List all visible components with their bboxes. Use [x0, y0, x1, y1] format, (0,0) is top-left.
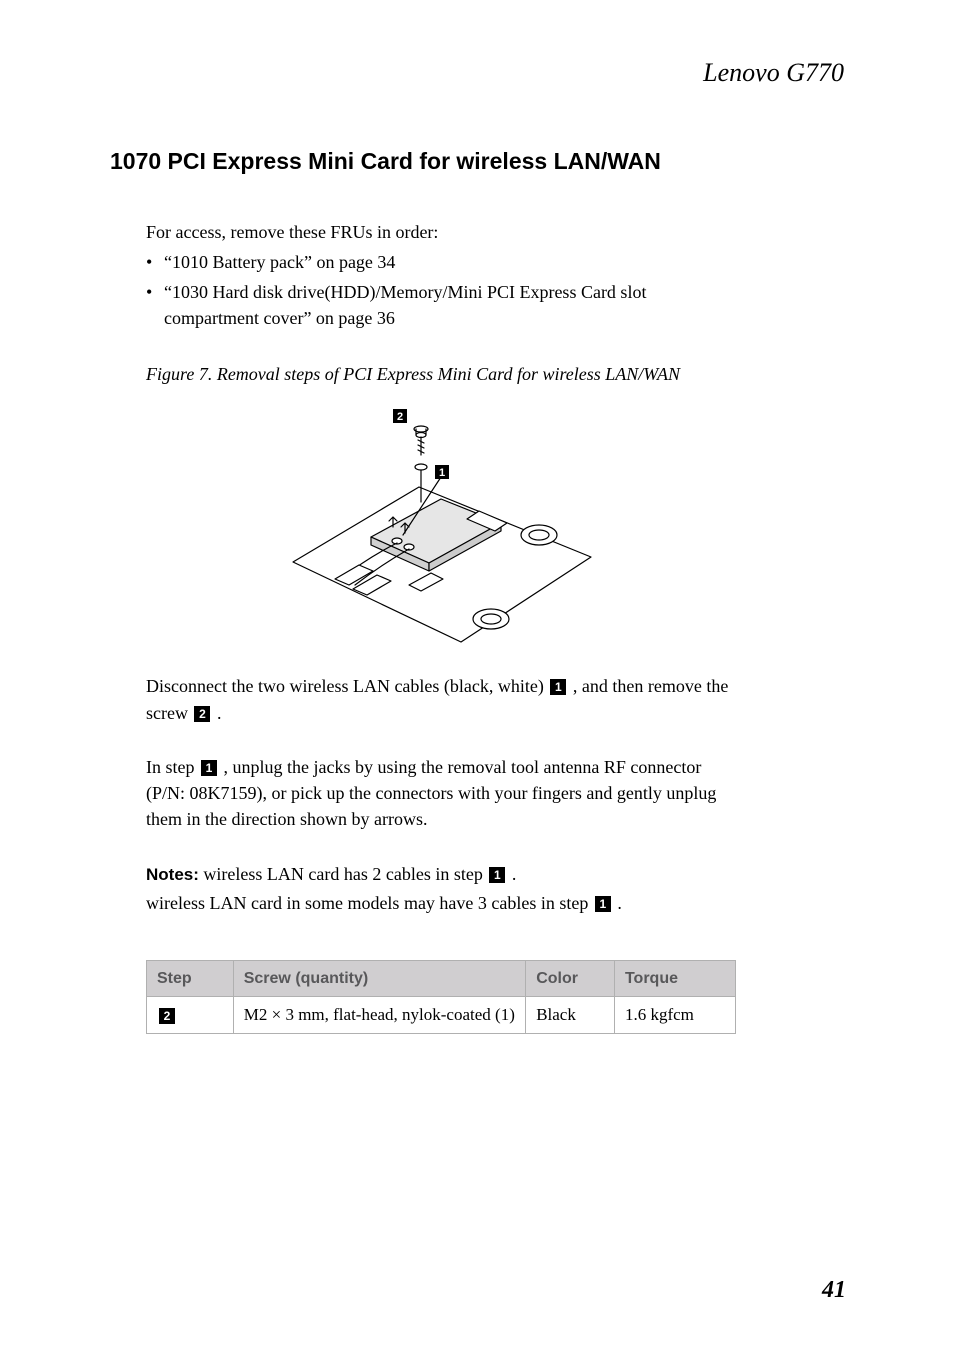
diagram-callout-1: 1: [439, 467, 445, 479]
text-run: Disconnect the two wireless LAN cables (…: [146, 676, 548, 696]
diagram-callout-2: 2: [397, 411, 403, 423]
callout-badge: 2: [159, 1008, 175, 1024]
running-header: Lenovo G770: [110, 58, 844, 88]
unplug-paragraph: In step 1 , unplug the jacks by using th…: [146, 754, 736, 832]
content-column: For access, remove these FRUs in order: …: [146, 219, 736, 1034]
table-row: 2 M2 × 3 mm, flat-head, nylok-coated (1)…: [147, 996, 736, 1034]
fru-intro: For access, remove these FRUs in order:: [146, 219, 736, 245]
cell-torque: 1.6 kgfcm: [614, 996, 735, 1034]
fru-list: “1010 Battery pack” on page 34 “1030 Har…: [146, 249, 736, 331]
callout-badge: 1: [550, 679, 566, 695]
col-step: Step: [147, 960, 234, 996]
diagram-wrap: 2 1: [146, 407, 736, 657]
callout-badge: 1: [595, 896, 611, 912]
text-run: wireless LAN card has 2 cables in step: [199, 864, 487, 884]
text-run: .: [613, 893, 622, 913]
notes-block: Notes: wireless LAN card has 2 cables in…: [146, 860, 736, 918]
figure-caption: Figure 7. Removal steps of PCI Express M…: [146, 361, 736, 387]
page-number: 41: [822, 1277, 846, 1304]
text-run: wireless LAN card in some models may hav…: [146, 893, 593, 913]
disconnect-paragraph: Disconnect the two wireless LAN cables (…: [146, 673, 736, 725]
cell-step: 2: [147, 996, 234, 1034]
text-run: .: [212, 703, 221, 723]
text-run: In step: [146, 757, 199, 777]
text-run: .: [507, 864, 516, 884]
fru-item: “1030 Hard disk drive(HDD)/Memory/Mini P…: [146, 279, 736, 331]
removal-diagram: 2 1: [281, 407, 601, 657]
fru-item: “1010 Battery pack” on page 34: [146, 249, 736, 275]
text-run: , unplug the jacks by using the removal …: [146, 757, 716, 829]
callout-badge: 1: [201, 760, 217, 776]
cell-color: Black: [526, 996, 615, 1034]
section-heading: 1070 PCI Express Mini Card for wireless …: [110, 148, 844, 175]
col-screw: Screw (quantity): [233, 960, 525, 996]
notes-label: Notes:: [146, 865, 199, 884]
col-color: Color: [526, 960, 615, 996]
callout-badge: 1: [489, 867, 505, 883]
table-header-row: Step Screw (quantity) Color Torque: [147, 960, 736, 996]
cell-screw: M2 × 3 mm, flat-head, nylok-coated (1): [233, 996, 525, 1034]
callout-badge: 2: [194, 706, 210, 722]
col-torque: Torque: [614, 960, 735, 996]
screw-table: Step Screw (quantity) Color Torque 2 M2 …: [146, 960, 736, 1035]
